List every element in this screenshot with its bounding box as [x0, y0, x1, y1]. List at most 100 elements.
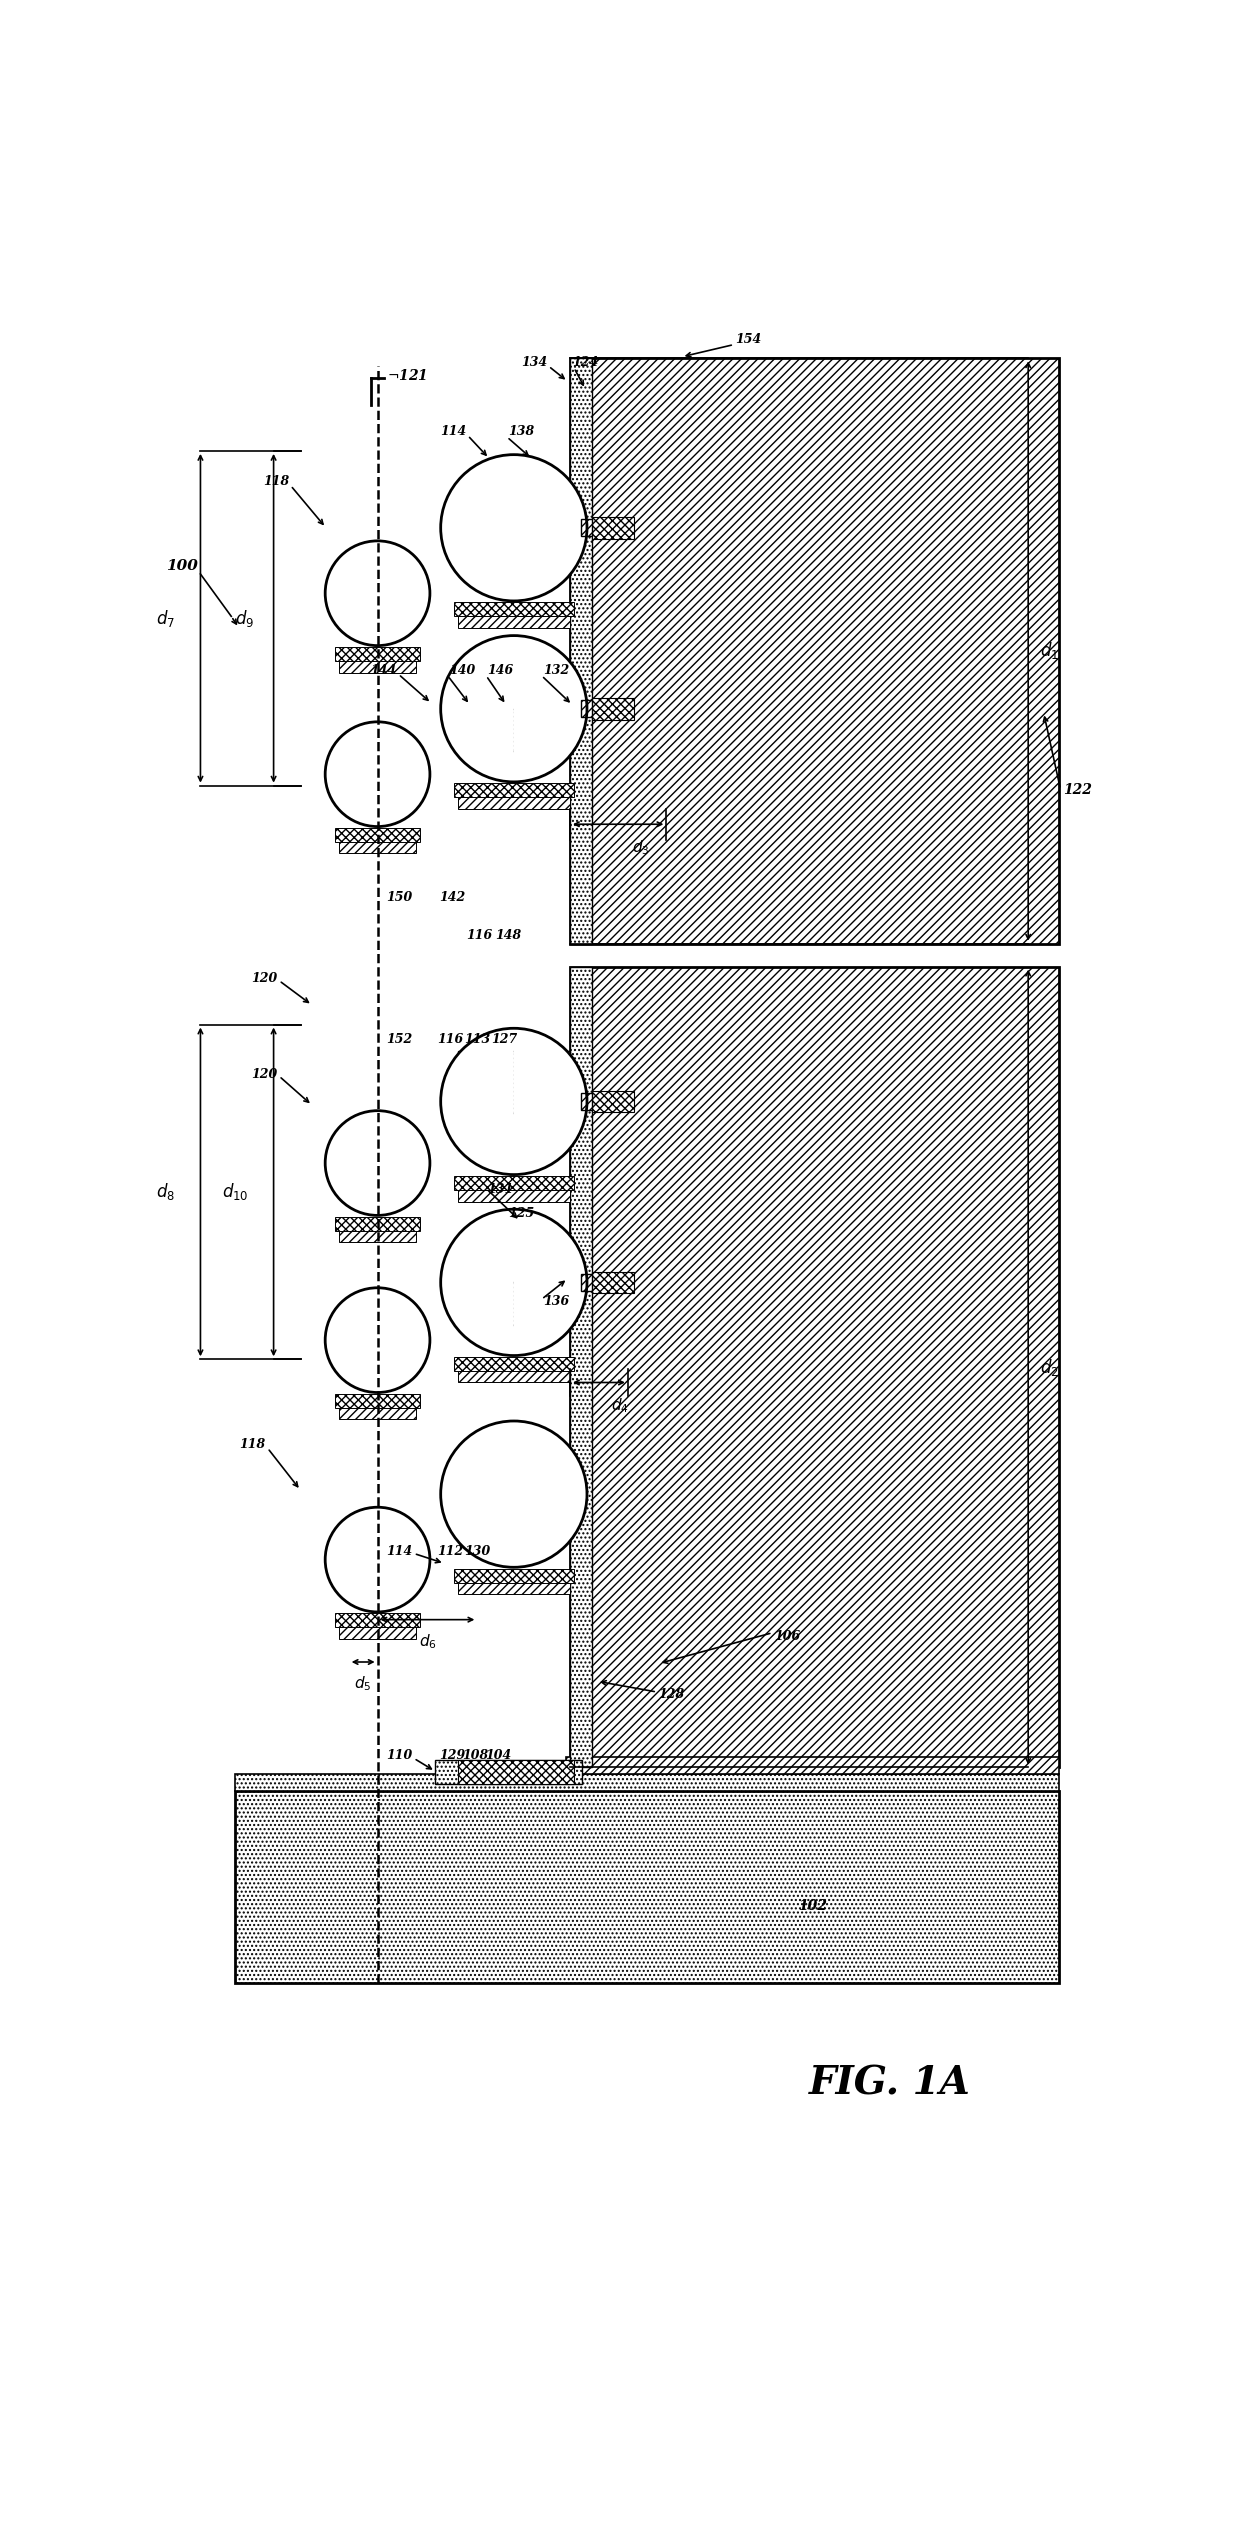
Text: 150: 150 [386, 891, 412, 904]
Text: 118: 118 [239, 1438, 265, 1450]
Text: 154: 154 [735, 332, 761, 347]
Text: 132: 132 [543, 663, 569, 676]
Bar [335, 1395, 420, 1407]
Bar [454, 785, 574, 797]
Polygon shape [325, 721, 377, 828]
Bar [236, 1774, 1059, 1789]
Text: 108: 108 [463, 1749, 489, 1762]
Bar [458, 618, 569, 628]
Text: 146: 146 [487, 663, 513, 676]
Bar [459, 709, 570, 752]
Polygon shape [440, 635, 513, 782]
Bar [591, 1271, 634, 1293]
Bar [459, 1759, 574, 1784]
Bar [459, 1050, 570, 1114]
Text: 136: 136 [543, 1296, 569, 1309]
Text: 110: 110 [386, 1749, 412, 1762]
Bar [570, 967, 591, 1767]
Bar [582, 1273, 591, 1291]
Polygon shape [325, 1288, 377, 1392]
Polygon shape [440, 456, 513, 600]
Polygon shape [513, 1420, 587, 1567]
Bar [591, 516, 634, 539]
Text: 116: 116 [436, 1033, 463, 1045]
Bar [335, 648, 420, 661]
Bar [591, 1091, 634, 1111]
Text: 142: 142 [439, 891, 465, 904]
Bar [458, 1190, 569, 1202]
Text: 131: 131 [487, 1185, 513, 1197]
Text: 127: 127 [491, 1033, 517, 1045]
Bar [454, 1177, 574, 1190]
Text: 124: 124 [573, 357, 599, 370]
Text: $d_1$: $d_1$ [1040, 640, 1059, 661]
Text: $d_2$: $d_2$ [1040, 1357, 1059, 1377]
Text: $d_3$: $d_3$ [632, 838, 650, 855]
Polygon shape [513, 456, 587, 600]
Text: 122: 122 [1063, 782, 1091, 797]
Text: $d_7$: $d_7$ [156, 607, 175, 628]
Bar [582, 519, 591, 537]
Bar [335, 828, 420, 843]
Text: 116: 116 [466, 929, 492, 942]
Polygon shape [325, 542, 377, 645]
Text: 102: 102 [799, 1898, 827, 1913]
Polygon shape [325, 1111, 377, 1215]
Bar [435, 1759, 582, 1784]
Bar [458, 1372, 569, 1382]
Text: 118: 118 [263, 476, 289, 488]
Text: 100: 100 [166, 559, 198, 575]
Polygon shape [440, 1210, 513, 1357]
Bar [339, 1627, 417, 1640]
Bar [339, 1407, 417, 1420]
Bar [335, 1217, 420, 1230]
Polygon shape [377, 1288, 430, 1392]
Text: 134: 134 [521, 357, 547, 370]
Bar [454, 602, 574, 618]
Text: 114: 114 [440, 425, 466, 438]
Text: $d_5$: $d_5$ [355, 1673, 372, 1693]
Bar [567, 1757, 1059, 1774]
Text: 106: 106 [774, 1630, 800, 1643]
Bar [454, 1357, 574, 1372]
Polygon shape [377, 542, 430, 645]
Bar [339, 1230, 417, 1243]
Bar [458, 797, 569, 810]
Text: $d_4$: $d_4$ [611, 1397, 629, 1415]
Bar [339, 661, 417, 673]
Text: 104: 104 [485, 1749, 512, 1762]
Text: 130: 130 [465, 1546, 491, 1559]
Text: 113: 113 [465, 1033, 491, 1045]
Text: $d_8$: $d_8$ [156, 1182, 175, 1202]
Bar [236, 1789, 1059, 1984]
Polygon shape [440, 1420, 513, 1567]
Bar [339, 843, 417, 853]
Text: FIG. 1A: FIG. 1A [808, 2065, 971, 2103]
Polygon shape [513, 1028, 587, 1174]
Bar [582, 701, 591, 716]
Text: 148: 148 [495, 929, 522, 942]
Text: $d_9$: $d_9$ [234, 607, 254, 628]
Text: 125: 125 [508, 1207, 534, 1220]
Text: 120: 120 [252, 972, 278, 985]
Polygon shape [377, 1111, 430, 1215]
Bar [458, 1582, 569, 1595]
Text: 138: 138 [508, 425, 534, 438]
Polygon shape [440, 1028, 513, 1174]
Polygon shape [377, 1508, 430, 1612]
Polygon shape [325, 1508, 377, 1612]
Bar [570, 359, 1059, 944]
Text: 112: 112 [436, 1546, 463, 1559]
Polygon shape [377, 721, 430, 828]
Polygon shape [513, 1210, 587, 1357]
Polygon shape [513, 635, 587, 782]
Text: 120: 120 [252, 1068, 278, 1081]
Text: 128: 128 [658, 1688, 684, 1701]
Text: $d_6$: $d_6$ [419, 1632, 436, 1650]
Text: 114: 114 [386, 1546, 412, 1559]
Text: 140: 140 [449, 663, 475, 676]
Bar [570, 967, 1059, 1767]
Bar [459, 1283, 570, 1324]
Text: $\neg$121: $\neg$121 [387, 367, 427, 382]
Text: 129: 129 [439, 1749, 465, 1762]
